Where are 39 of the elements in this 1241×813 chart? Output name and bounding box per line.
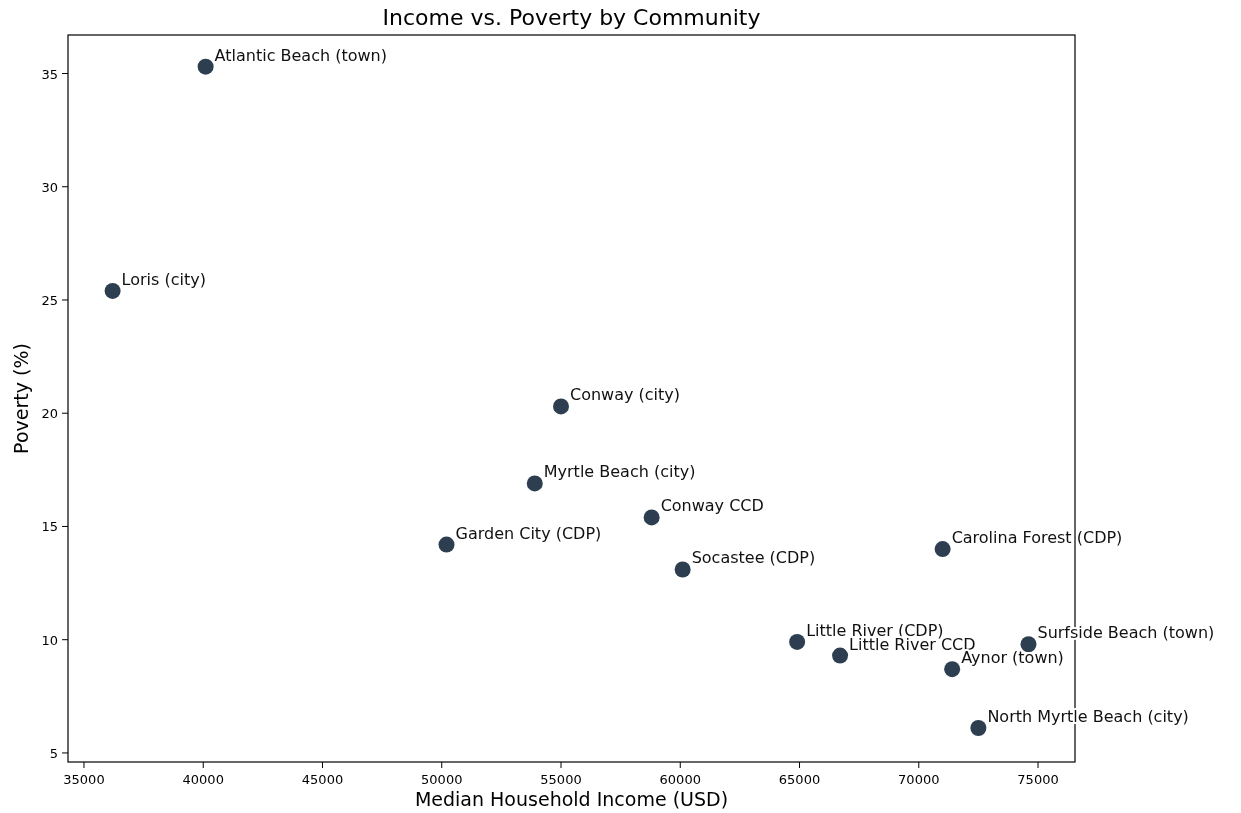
point xyxy=(643,509,660,526)
y-tick-label: 30 xyxy=(41,179,58,195)
annotation: Atlantic Beach (town) xyxy=(214,45,387,65)
point xyxy=(553,398,570,415)
x-tick-label: 55000 xyxy=(540,772,582,787)
annotation: Garden City (CDP) xyxy=(455,523,602,543)
annotation: Conway (city) xyxy=(570,385,681,405)
y-tick-label: 25 xyxy=(41,292,58,308)
point xyxy=(934,541,951,558)
point xyxy=(197,58,214,75)
y-axis-title: Poverty (%) xyxy=(10,343,32,454)
chart-title: Income vs. Poverty by Community xyxy=(382,5,761,30)
annotation: Myrtle Beach (city) xyxy=(543,462,696,482)
x-tick-label: 35000 xyxy=(63,772,105,787)
point xyxy=(674,561,691,578)
point xyxy=(789,633,806,650)
annotation: Carolina Forest (CDP) xyxy=(951,528,1123,548)
annotation: Conway CCD xyxy=(660,496,764,516)
point xyxy=(438,536,455,553)
x-tick-label: 65000 xyxy=(778,772,821,787)
x-tick-label: 75000 xyxy=(1017,772,1059,787)
x-tick-label: 60000 xyxy=(659,772,701,787)
y-tick-label: 35 xyxy=(41,66,58,82)
annotation: Socastee (CDP) xyxy=(691,548,816,568)
y-tick-label: 20 xyxy=(41,406,58,422)
y-tick-label: 15 xyxy=(41,519,58,535)
x-axis-title: Median Household Income (USD) xyxy=(414,788,729,810)
point xyxy=(526,475,543,492)
point xyxy=(832,647,849,664)
point xyxy=(104,282,121,299)
x-tick-label: 50000 xyxy=(421,772,463,787)
x-tick-label: 70000 xyxy=(898,772,940,787)
x-tick-label: 45000 xyxy=(301,772,344,787)
y-tick-label: 5 xyxy=(49,745,58,761)
y-tick-label: 10 xyxy=(41,632,58,648)
annotation: Loris (city) xyxy=(121,269,206,289)
x-tick-label: 40000 xyxy=(182,772,224,787)
point xyxy=(970,720,987,737)
point xyxy=(944,661,961,678)
